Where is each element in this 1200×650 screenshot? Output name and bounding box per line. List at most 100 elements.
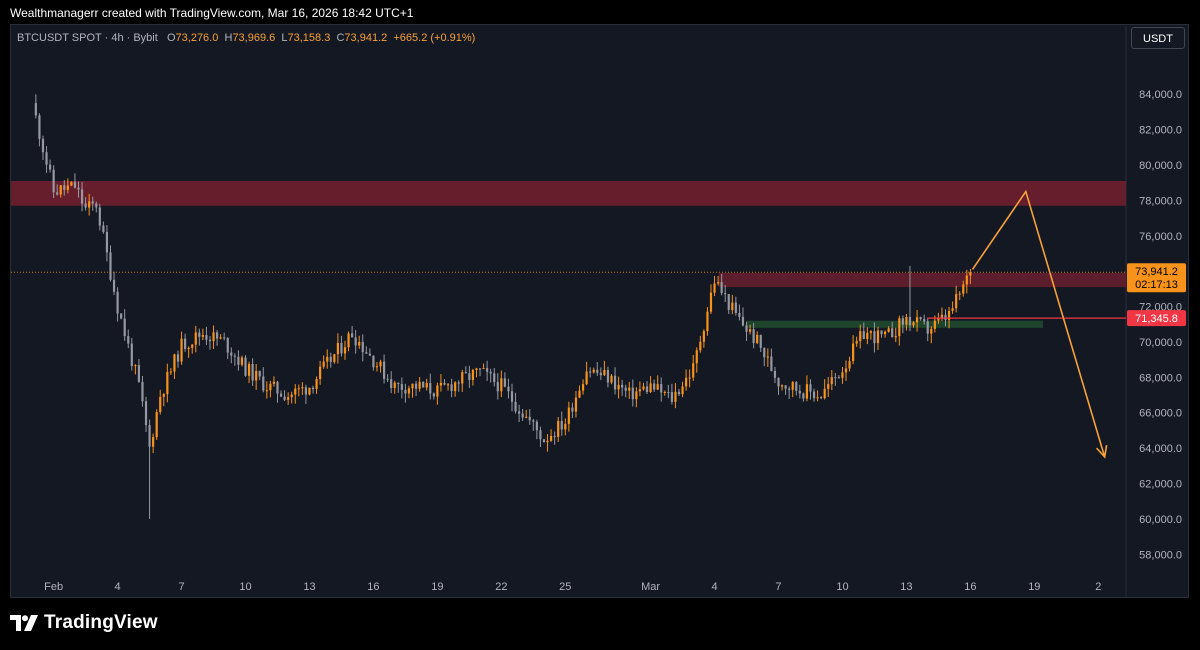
price-tick-label: 70,000.0 bbox=[1139, 337, 1182, 349]
candle-body bbox=[905, 317, 908, 325]
candle-body bbox=[798, 390, 801, 394]
price-tick-label: 80,000.0 bbox=[1139, 160, 1182, 172]
candle-body bbox=[301, 387, 304, 389]
candle-body bbox=[276, 381, 279, 394]
candle-body bbox=[130, 343, 133, 367]
projection-path bbox=[971, 189, 1106, 458]
candle-body bbox=[706, 311, 709, 332]
candle-body bbox=[319, 366, 322, 379]
candle-body bbox=[358, 341, 361, 346]
candle-body bbox=[720, 282, 723, 294]
candle-body bbox=[176, 354, 180, 362]
close-value: 73,941.2 bbox=[344, 32, 388, 44]
candle-body bbox=[528, 416, 531, 421]
candle-body bbox=[290, 394, 293, 398]
time-tick-label: 25 bbox=[559, 581, 571, 593]
candle-body bbox=[510, 391, 514, 402]
currency-button[interactable]: USDT bbox=[1131, 27, 1185, 49]
candle-body bbox=[503, 378, 506, 387]
candle-body bbox=[212, 332, 215, 342]
candle-body bbox=[866, 332, 869, 339]
candle-body bbox=[461, 372, 464, 384]
candle-body bbox=[809, 384, 812, 392]
candle-body bbox=[279, 393, 283, 397]
candle-body bbox=[120, 313, 123, 319]
candle-body bbox=[958, 293, 961, 295]
candle-body bbox=[716, 282, 720, 284]
candle-body bbox=[333, 354, 336, 362]
candle-body bbox=[283, 396, 286, 400]
candle-body bbox=[230, 352, 233, 356]
candle-body bbox=[685, 377, 688, 387]
candle-body bbox=[95, 203, 98, 208]
candle-body bbox=[788, 388, 791, 390]
candle-body bbox=[454, 382, 457, 392]
candle-body bbox=[631, 387, 634, 400]
candle-body bbox=[500, 378, 503, 392]
candle-body bbox=[841, 372, 844, 378]
candle-body bbox=[965, 275, 968, 285]
candle-body bbox=[493, 373, 496, 383]
candle-body bbox=[653, 383, 656, 390]
candle-body bbox=[514, 401, 517, 412]
candle-body bbox=[933, 320, 936, 329]
candle-body bbox=[546, 440, 549, 443]
candle-body bbox=[361, 341, 364, 353]
candle-body bbox=[923, 319, 926, 322]
candle-body bbox=[667, 392, 670, 394]
chart-pane[interactable] bbox=[10, 24, 1189, 598]
last-price-badge bbox=[1127, 263, 1186, 293]
price-tick-label: 58,000.0 bbox=[1139, 549, 1182, 561]
candle-body bbox=[681, 386, 684, 395]
candle-body bbox=[844, 368, 848, 373]
candle-body bbox=[386, 378, 389, 380]
candle-body bbox=[127, 336, 130, 344]
candle-body bbox=[855, 341, 858, 344]
candle-body bbox=[240, 357, 244, 365]
time-tick-label: 13 bbox=[900, 581, 912, 593]
candle-body bbox=[937, 318, 940, 321]
candle-body bbox=[891, 328, 894, 338]
candle-body bbox=[805, 384, 809, 399]
candle-body bbox=[144, 401, 148, 426]
candle-body bbox=[944, 314, 947, 320]
price-tick-label: 64,000.0 bbox=[1139, 443, 1182, 455]
candle-body bbox=[255, 370, 258, 381]
candle-body bbox=[560, 421, 563, 430]
candle-body bbox=[567, 407, 570, 424]
candle-body bbox=[731, 302, 734, 311]
candle-body bbox=[802, 393, 805, 399]
high-label: H bbox=[224, 32, 233, 44]
candle-body bbox=[606, 369, 610, 383]
candle-body bbox=[184, 338, 187, 350]
candle-body bbox=[539, 430, 542, 440]
candle-body bbox=[247, 363, 251, 376]
candle-body bbox=[674, 391, 677, 402]
candle-body bbox=[748, 329, 752, 332]
high-value: 73,969.6 bbox=[232, 32, 276, 44]
candle-body bbox=[287, 397, 290, 400]
time-tick-label: 19 bbox=[431, 581, 443, 593]
candle-body bbox=[599, 372, 602, 376]
candle-body bbox=[322, 361, 325, 367]
candle-body bbox=[709, 292, 713, 312]
candle-body bbox=[549, 435, 553, 441]
tradingview-logo[interactable]: TradingView bbox=[10, 612, 158, 634]
candle-body bbox=[553, 435, 556, 437]
candle-body bbox=[478, 368, 482, 370]
candle-body bbox=[581, 384, 585, 391]
candle-body bbox=[269, 383, 272, 391]
candle-body bbox=[34, 103, 37, 116]
candle-body bbox=[656, 384, 659, 390]
candle-body bbox=[908, 317, 912, 326]
candle-body bbox=[226, 337, 229, 353]
candle-body bbox=[63, 185, 66, 190]
candle-body bbox=[880, 330, 883, 335]
candle-body bbox=[557, 421, 560, 437]
candle-body bbox=[617, 384, 620, 390]
candle-body bbox=[272, 381, 276, 384]
candle-body bbox=[734, 302, 737, 313]
candle-body bbox=[713, 283, 716, 293]
candle-body bbox=[791, 382, 794, 390]
